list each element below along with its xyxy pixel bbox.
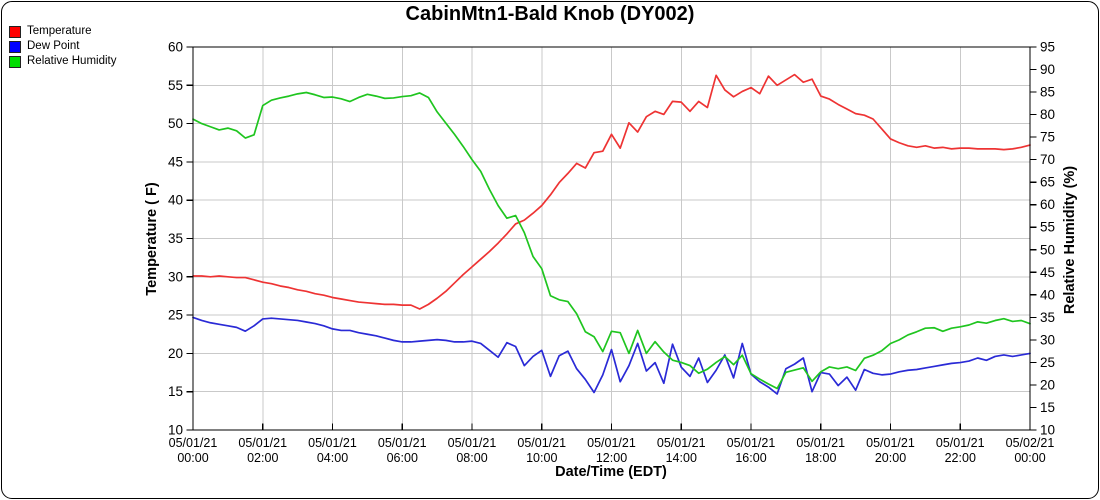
svg-text:05/01/21: 05/01/21 [727,436,776,450]
svg-text:05/01/21: 05/01/21 [587,436,636,450]
svg-text:00:00: 00:00 [1014,451,1045,465]
svg-text:60: 60 [168,40,183,55]
legend-item-relative-humidity: Relative Humidity [9,54,116,69]
svg-text:20: 20 [1040,377,1055,392]
legend-label-temperature: Temperature [27,25,92,37]
svg-text:05/01/21: 05/01/21 [936,436,985,450]
svg-text:55: 55 [1040,220,1055,235]
svg-text:08:00: 08:00 [456,451,487,465]
svg-text:30: 30 [168,269,183,284]
right-axis-title: Relative Humidity (%) [1062,165,1078,315]
series-dew-point-line [192,316,1031,395]
svg-text:05/01/21: 05/01/21 [866,436,915,450]
svg-text:05/01/21: 05/01/21 [448,436,497,450]
svg-text:10: 10 [1040,423,1055,438]
svg-text:40: 40 [168,193,183,208]
svg-text:16:00: 16:00 [735,451,766,465]
gridlines [193,47,1030,430]
left-axis-tick-labels: 10 15 20 25 30 35 40 45 50 55 60 [168,40,183,438]
svg-text:05/01/21: 05/01/21 [378,436,427,450]
svg-text:06:00: 06:00 [387,451,418,465]
svg-text:05/01/21: 05/01/21 [308,436,357,450]
svg-text:05/01/21: 05/01/21 [796,436,845,450]
legend-swatch-relative-humidity [9,55,21,68]
svg-text:05/02/21: 05/02/21 [1006,436,1055,450]
svg-text:18:00: 18:00 [805,451,836,465]
svg-text:75: 75 [1040,130,1055,145]
svg-text:65: 65 [1040,175,1055,190]
svg-text:04:00: 04:00 [317,451,348,465]
axis-ticks [186,46,1037,431]
legend: Temperature Dew Point Relative Humidity [9,24,116,69]
series-temperature-line [192,73,1031,310]
svg-text:22:00: 22:00 [945,451,976,465]
svg-text:12:00: 12:00 [596,451,627,465]
svg-text:14:00: 14:00 [666,451,697,465]
svg-text:70: 70 [1040,152,1055,167]
svg-text:85: 85 [1040,85,1055,100]
right-axis-tick-labels: 10 15 20 25 30 35 40 45 50 55 60 65 70 75 80 85 90 95 [1040,40,1055,438]
series-relative-humidity-line [192,91,1031,390]
svg-text:20: 20 [168,346,183,361]
svg-text:10:00: 10:00 [526,451,557,465]
svg-text:10: 10 [168,423,183,438]
svg-text:05/01/21: 05/01/21 [657,436,706,450]
svg-text:35: 35 [168,231,183,246]
svg-text:20:00: 20:00 [875,451,906,465]
legend-swatch-temperature [9,25,21,38]
svg-text:55: 55 [168,78,183,93]
legend-item-temperature: Temperature [9,24,116,39]
svg-text:95: 95 [1040,40,1055,55]
svg-text:05/01/21: 05/01/21 [169,436,218,450]
legend-swatch-dew-point [9,40,21,53]
legend-label-dew-point: Dew Point [27,40,80,52]
bottom-axis-tick-labels: 05/01/2100:0005/01/2102:0005/01/2104:000… [169,436,1055,465]
svg-text:80: 80 [1040,107,1055,122]
svg-text:30: 30 [1040,332,1055,347]
svg-text:25: 25 [1040,355,1055,370]
svg-text:15: 15 [1040,400,1055,415]
chart-title: CabinMtn1-Bald Knob (DY002) [405,3,695,25]
legend-item-dew-point: Dew Point [9,39,116,54]
svg-text:25: 25 [168,308,183,323]
svg-text:35: 35 [1040,310,1055,325]
svg-text:50: 50 [1040,242,1055,257]
x-axis-title: Date/Time (EDT) [555,464,667,480]
svg-text:45: 45 [168,154,183,169]
svg-text:02:00: 02:00 [247,451,278,465]
legend-label-relative-humidity: Relative Humidity [27,55,117,67]
svg-text:05/01/21: 05/01/21 [517,436,566,450]
svg-text:40: 40 [1040,287,1055,302]
svg-text:50: 50 [168,116,183,131]
svg-text:00:00: 00:00 [177,451,208,465]
svg-text:60: 60 [1040,197,1055,212]
svg-text:15: 15 [168,384,183,399]
svg-text:05/01/21: 05/01/21 [238,436,287,450]
svg-text:90: 90 [1040,62,1055,77]
left-axis-title: Temperature ( F) [144,182,160,296]
svg-text:45: 45 [1040,265,1055,280]
